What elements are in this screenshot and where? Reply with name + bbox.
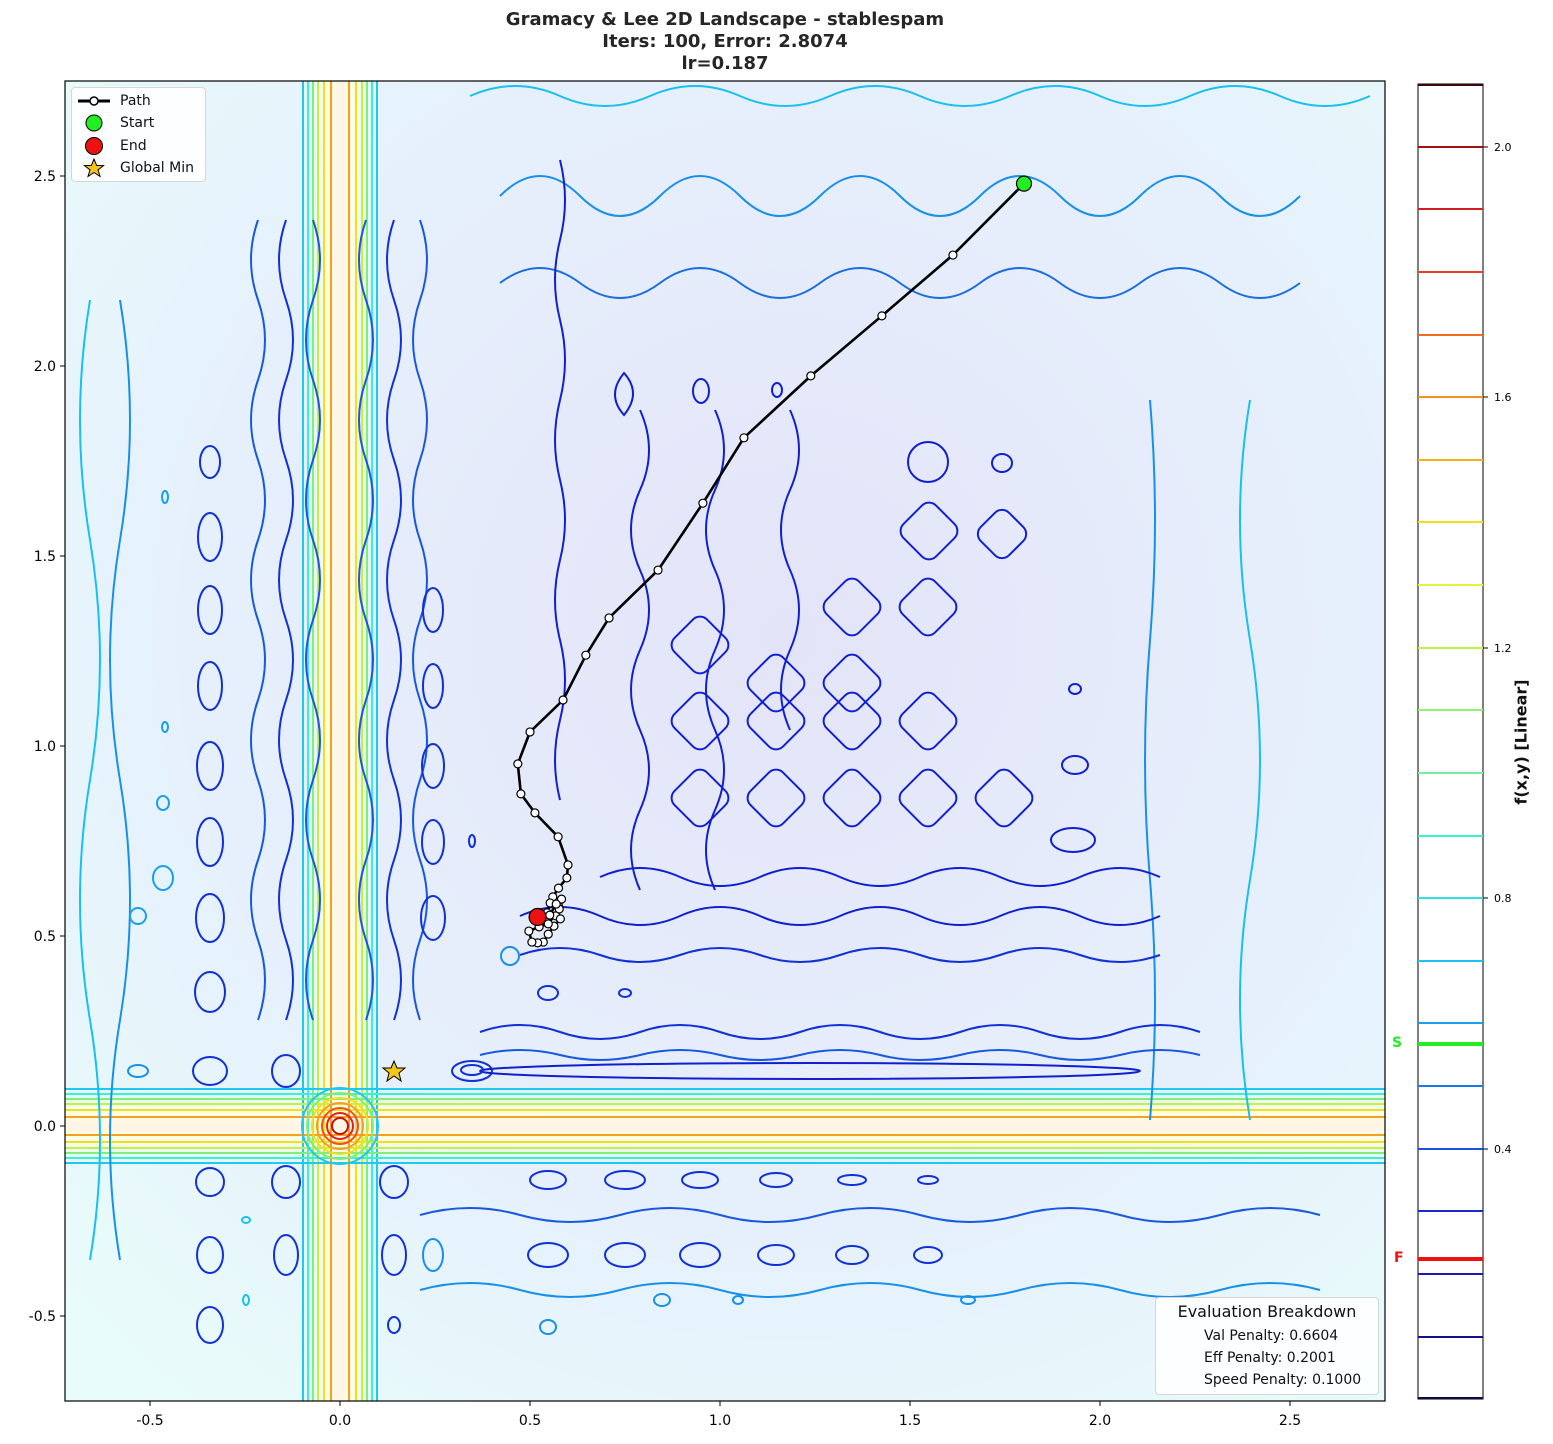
path-point	[739, 433, 749, 443]
path-point	[516, 789, 526, 799]
path-point	[551, 899, 561, 909]
y-tick-label: 2.5	[34, 169, 56, 185]
plot-area	[65, 81, 1385, 1401]
path-point	[555, 914, 566, 924]
chart-title-line3: lr=0.187	[681, 53, 769, 74]
x-tick-label: 0.0	[329, 1413, 351, 1429]
x-tick-label: 1.5	[899, 1413, 921, 1429]
colorbar-tick-label: 2.0	[1494, 141, 1512, 154]
path-point	[563, 860, 573, 870]
x-axis-ticks	[149, 1401, 1291, 1406]
x-tick-label: 2.0	[1089, 1413, 1111, 1429]
path-point	[553, 883, 564, 893]
colorbar: 2.0 1.6 1.2 0.8 0.4	[1417, 83, 1512, 1400]
y-axis-ticks	[60, 175, 65, 1317]
path-point	[530, 808, 540, 818]
colorbar-final-label: F	[1394, 1250, 1404, 1266]
path-point	[558, 695, 568, 705]
eff-penalty: Eff Penalty: 0.2001	[1204, 1350, 1336, 1366]
y-tick-label: 2.0	[34, 359, 56, 375]
colorbar-label: f(x,y) [Linear]	[1511, 679, 1531, 805]
legend: Path Start End Global Min	[71, 87, 206, 182]
chart-title-line2: Iters: 100, Error: 2.8074	[602, 31, 848, 52]
legend-item-start: Start	[72, 112, 154, 134]
y-tick-label: 0.5	[34, 929, 56, 945]
colorbar-tick-label: 1.2	[1494, 642, 1512, 655]
y-tick-label: 0.0	[34, 1119, 56, 1135]
x-tick-label: 2.5	[1279, 1413, 1301, 1429]
path-point	[513, 759, 523, 769]
colorbar-tick-label: 0.8	[1494, 892, 1512, 905]
speed-penalty: Speed Penalty: 0.1000	[1204, 1372, 1362, 1388]
legend-label: End	[120, 138, 147, 154]
y-tick-label: 1.5	[34, 549, 56, 565]
path-point	[543, 929, 553, 939]
path-point	[581, 650, 591, 660]
path-point	[527, 937, 537, 947]
path-point	[543, 919, 553, 929]
colorbar-tick-label: 1.6	[1494, 391, 1512, 404]
end-marker	[528, 907, 547, 927]
start-marker	[1015, 175, 1033, 192]
optimization-path	[513, 175, 1033, 948]
path-point	[877, 311, 887, 321]
y-tick-label: -0.5	[29, 1309, 56, 1325]
colorbar-start-label: S	[1392, 1035, 1403, 1051]
path-point	[806, 371, 816, 381]
x-tick-label: 0.5	[519, 1413, 541, 1429]
path-point	[698, 498, 708, 508]
val-penalty: Val Penalty: 0.6604	[1204, 1328, 1339, 1344]
x-tick-label: 1.0	[709, 1413, 731, 1429]
path-line-icon	[72, 91, 116, 111]
chart-title-line1: Gramacy & Lee 2D Landscape - stablespam	[505, 9, 945, 30]
x-tick-label: -0.5	[136, 1413, 163, 1429]
legend-item-global-min: Global Min	[72, 157, 194, 179]
path-point	[653, 565, 663, 575]
path-point	[553, 832, 563, 842]
evaluation-breakdown-box: Evaluation Breakdown Val Penalty: 0.6604…	[1155, 1297, 1379, 1395]
y-tick-label: 1.0	[34, 739, 56, 755]
path-point	[524, 926, 534, 936]
legend-item-path: Path	[72, 90, 151, 112]
path-point	[545, 910, 555, 920]
legend-label: Start	[120, 115, 155, 131]
evaluation-title: Evaluation Breakdown	[1177, 1302, 1357, 1321]
colorbar-tick-label: 0.4	[1494, 1143, 1512, 1156]
global-min-star-icon	[381, 1059, 407, 1083]
path-point	[562, 873, 572, 883]
legend-item-end: End	[72, 135, 147, 157]
path-point	[525, 727, 535, 737]
red-circle-icon	[72, 136, 116, 156]
legend-label: Global Min	[120, 160, 194, 176]
path-point	[948, 250, 958, 260]
axes-frame	[64, 80, 1386, 1402]
path-point	[604, 613, 614, 623]
star-icon	[72, 157, 116, 178]
green-circle-icon	[72, 113, 116, 133]
legend-label: Path	[120, 93, 151, 109]
